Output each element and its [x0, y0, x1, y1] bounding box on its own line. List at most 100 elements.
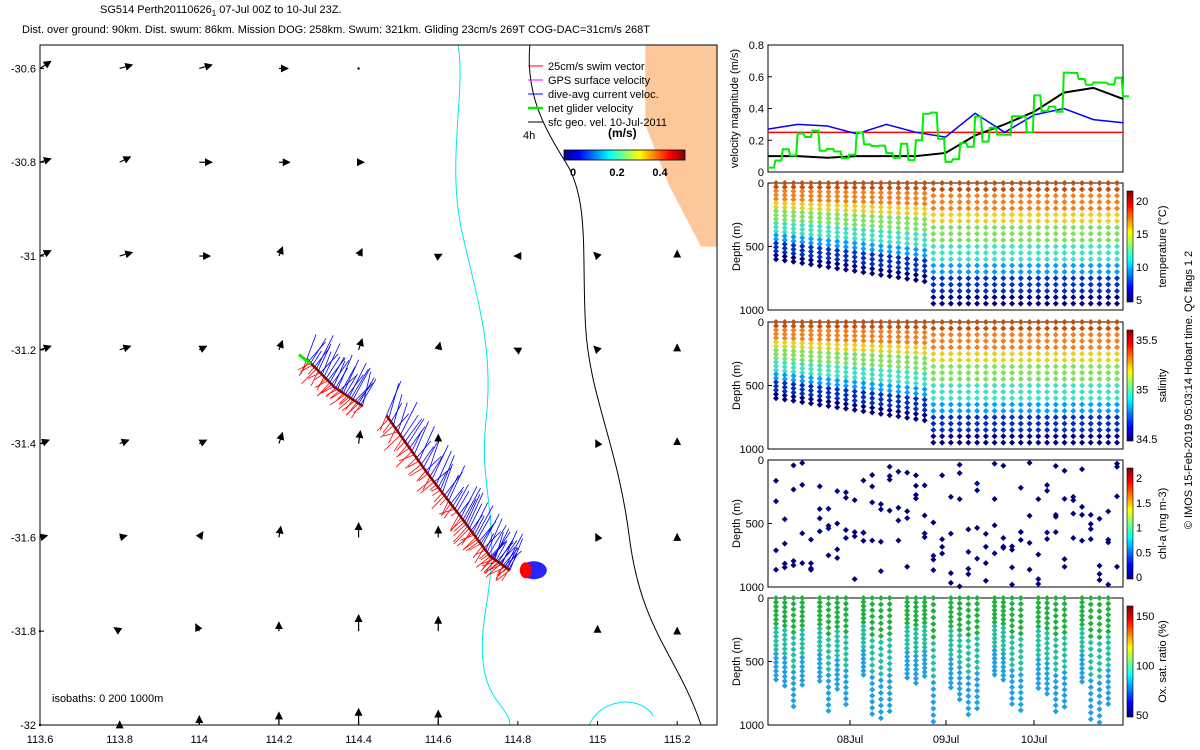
profile-point: [807, 370, 814, 377]
profile-point: [982, 325, 989, 332]
profile-point: [1052, 618, 1059, 625]
profile-point: [982, 577, 989, 584]
profile-point: [1070, 350, 1077, 357]
profile-point: [1079, 634, 1086, 641]
profile-point: [895, 229, 902, 236]
profile-point: [1035, 268, 1042, 275]
profile-point: [947, 530, 954, 537]
profile-point: [1105, 262, 1112, 269]
profile-point: [1096, 627, 1103, 634]
profile-point: [860, 180, 867, 186]
profile-point: [1000, 186, 1007, 193]
dac-vector: [406, 418, 425, 446]
profile-point: [1052, 648, 1059, 655]
profile-point: [982, 439, 989, 446]
profile-point: [1061, 495, 1068, 502]
profile-point: [1061, 669, 1068, 676]
profile-point: [842, 701, 849, 708]
profile-point: [1114, 369, 1120, 376]
dac-vector: [485, 533, 494, 551]
profile-point: [773, 625, 779, 632]
profile-point: [773, 599, 779, 606]
profile-point: [912, 375, 919, 382]
profile-point: [1114, 287, 1120, 294]
profile-point: [947, 627, 954, 634]
profile-point: [921, 334, 928, 341]
profile-point: [1087, 294, 1094, 301]
profile-point: [1035, 666, 1042, 673]
profile-point: [1070, 180, 1077, 186]
profile-point: [974, 287, 981, 294]
profile-point: [781, 200, 788, 207]
dac-vector: [500, 540, 518, 564]
profile-point: [991, 426, 998, 433]
profile-point: [956, 331, 963, 338]
profile-point: [1087, 300, 1094, 307]
profile-point: [904, 649, 911, 656]
profile-point: [1000, 543, 1007, 550]
profile-point: [1052, 205, 1059, 212]
profile-point: [834, 359, 841, 366]
profile-point: [790, 389, 797, 396]
profile-point: [956, 325, 963, 332]
profile-point: [825, 612, 832, 619]
profile-point: [834, 188, 841, 195]
profile-point: [825, 648, 832, 655]
profile-point: [886, 606, 893, 613]
profile-point: [825, 188, 832, 195]
depth-tick: 500: [746, 381, 764, 393]
profile-point: [895, 209, 902, 216]
profile-point: [860, 403, 867, 410]
dac-vector: [456, 490, 470, 513]
profile-point: [816, 375, 823, 382]
profile-point: [886, 412, 893, 419]
profile-point: [965, 218, 972, 225]
profile-point: [947, 192, 954, 199]
profile-point: [869, 643, 876, 650]
profile-point: [895, 468, 902, 475]
profile-point: [825, 403, 832, 410]
profile-point: [921, 640, 928, 647]
profile-point: [825, 684, 832, 691]
profile-point: [1096, 686, 1103, 693]
profile-point: [956, 675, 963, 682]
profile-point: [991, 607, 998, 614]
profile-point: [1096, 414, 1103, 421]
geo-arrow: [434, 341, 443, 351]
profile-point: [1044, 685, 1051, 692]
profile-point: [1035, 599, 1042, 606]
profile-point: [825, 241, 832, 248]
profile-point: [773, 196, 779, 203]
profile-point: [773, 607, 779, 614]
profile-point: [904, 389, 911, 396]
profile-point: [1070, 300, 1077, 307]
profile-point: [842, 695, 849, 702]
profile-point: [974, 192, 981, 199]
profile-point: [991, 357, 998, 364]
profile-point: [842, 387, 849, 394]
profile-point: [991, 611, 998, 618]
profile-point: [877, 620, 884, 627]
profile-point: [886, 224, 893, 231]
dac-vector: [418, 426, 435, 462]
profile-point: [1105, 407, 1112, 414]
profile-point: [1009, 294, 1016, 301]
profile-point: [1070, 414, 1077, 421]
profile-point: [834, 595, 841, 601]
profile-point: [895, 383, 902, 390]
profile-point: [1035, 675, 1042, 682]
profile-point: [939, 401, 946, 408]
legend-label: GPS surface velocity: [548, 75, 651, 87]
profile-point: [1017, 350, 1024, 357]
profile-point: [1017, 395, 1024, 402]
profile-point: [834, 633, 841, 640]
profile-point: [816, 483, 823, 490]
profile-point: [974, 705, 981, 712]
profile-point: [956, 211, 963, 218]
profile-point: [886, 507, 893, 514]
colorbar-tick: 1: [1136, 523, 1142, 535]
profile-point: [930, 686, 937, 693]
profile-point: [1079, 350, 1086, 357]
profile-point: [956, 243, 963, 250]
profile-point: [974, 218, 981, 225]
